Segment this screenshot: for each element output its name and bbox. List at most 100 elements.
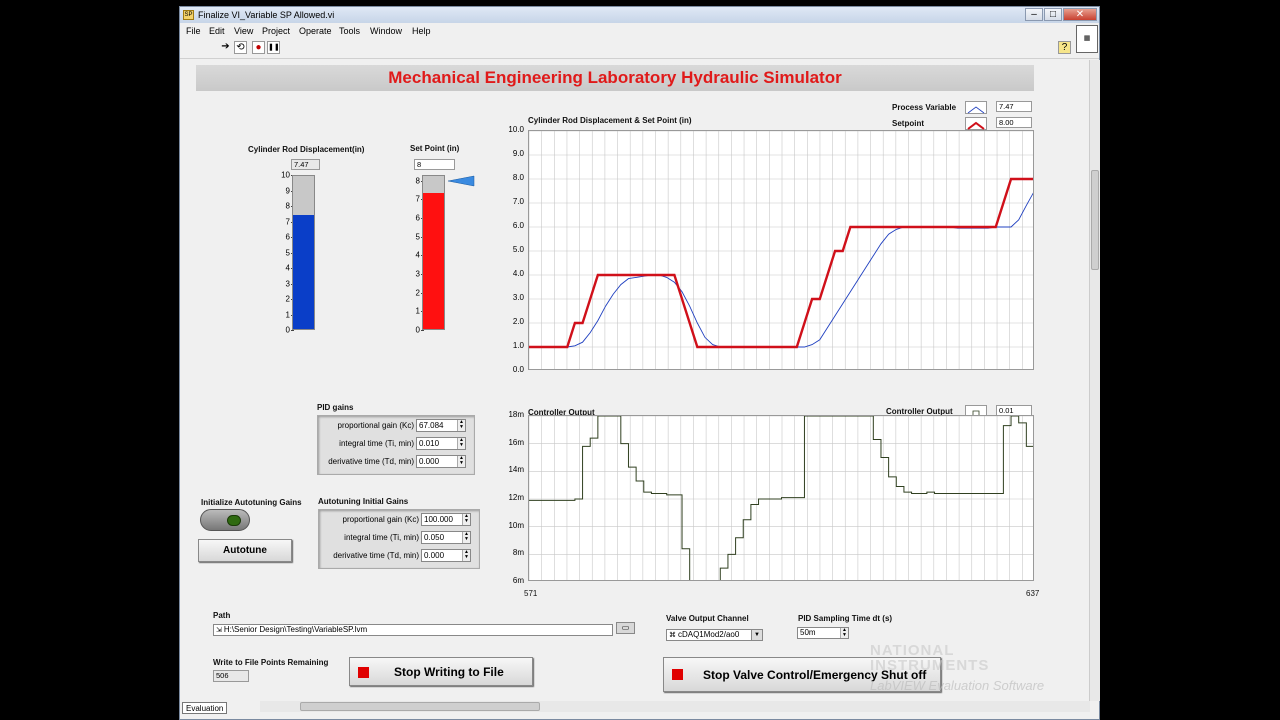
setpoint-slider-fill (423, 192, 444, 329)
chevron-down-icon[interactable]: ▼ (751, 630, 762, 640)
y-tick-label: 10m (508, 520, 524, 530)
minimize-button[interactable]: – (1025, 8, 1043, 21)
at-ti-input[interactable]: 0.050 ▲ ▼ (421, 531, 471, 544)
scale-tick-label: 5 (415, 232, 420, 242)
y-tick-label: 3.0 (512, 293, 524, 302)
toggle-led-icon (227, 515, 241, 526)
setpoint-label: Set Point (in) (410, 144, 460, 153)
y-tick-label: 2.0 (512, 317, 524, 326)
stop-square-icon (672, 669, 683, 680)
pid-ti-row: integral time (Ti, min) 0.010 ▲ ▼ (318, 437, 474, 451)
scale-tick-label: 9 (285, 186, 290, 195)
stepper-icon[interactable]: ▲ ▼ (457, 420, 465, 431)
close-button[interactable]: ✕ (1063, 8, 1097, 21)
chart1-legend-pv-label: Process Variable (892, 103, 957, 112)
run-arrow-icon[interactable]: ➔ (221, 41, 230, 52)
valve-channel-select[interactable]: ⌘ cDAQ1Mod2/ao0 ▼ (666, 629, 763, 641)
scale-tick (421, 330, 424, 331)
chart2-y-axis: 18m 16m 14m 12m 10m 8m 6m (496, 410, 526, 585)
autotune-button[interactable]: Autotune (198, 539, 292, 562)
scale-tick-label: 0 (415, 325, 420, 335)
menu-project[interactable]: Project (262, 26, 291, 36)
menu-tools[interactable]: Tools (339, 26, 361, 36)
setpoint-input[interactable]: 8 (414, 159, 455, 170)
menu-view[interactable]: View (234, 26, 254, 36)
displacement-tank (292, 175, 315, 330)
window-title: Finalize VI_Variable SP Allowed.vi (198, 10, 335, 20)
pid-kc-input[interactable]: 67.084 ▲ ▼ (416, 419, 466, 432)
stepper-icon[interactable]: ▲ ▼ (462, 550, 470, 561)
horizontal-scrollbar[interactable] (260, 701, 1090, 712)
displacement-chart (528, 130, 1034, 370)
context-help-icon[interactable]: ? (1058, 41, 1071, 54)
points-label: Write to File Points Remaining (213, 658, 329, 667)
stepper-icon[interactable]: ▲ ▼ (457, 438, 465, 449)
displacement-value: 7.47 (291, 159, 320, 170)
maximize-button[interactable]: □ (1044, 8, 1062, 21)
setpoint-slider-pointer-icon[interactable] (446, 175, 476, 187)
stepper-icon[interactable]: ▲ ▼ (462, 514, 470, 525)
ni-watermark-logo: NATIONAL INSTRUMENTS (870, 643, 989, 673)
series-line-controller-output (529, 416, 1033, 580)
y-tick-label: 8m (512, 548, 524, 558)
y-tick-label: 5.0 (512, 245, 524, 254)
at-kc-value: 100.000 (424, 515, 453, 524)
run-continuously-icon[interactable]: ⟲ (234, 41, 247, 54)
pid-gains-cluster: proportional gain (Kc) 67.084 ▲ ▼ integral… (317, 415, 475, 475)
displacement-scale: 10 9 8 7 6 5 4 3 2 1 0 (276, 171, 294, 335)
vertical-scrollbar[interactable] (1089, 60, 1100, 701)
pid-td-input[interactable]: 0.000 ▲ ▼ (416, 455, 466, 468)
menu-bar: File Edit View Project Operate Tools Win… (180, 23, 1099, 39)
setpoint-slider[interactable] (422, 175, 445, 330)
menu-edit[interactable]: Edit (209, 26, 225, 36)
pid-ti-label: integral time (Ti, min) (339, 439, 414, 448)
scale-tick-label: 5 (285, 248, 290, 257)
evaluation-badge: Evaluation (182, 702, 228, 714)
front-panel: Mechanical Engineering Laboratory Hydrau… (180, 60, 1089, 701)
daq-channel-icon: ⌘ (669, 632, 678, 639)
scale-tick-label: 0 (285, 325, 290, 335)
menu-window[interactable]: Window (370, 26, 403, 36)
title-bar: SP Finalize VI_Variable SP Allowed.vi – … (180, 7, 1099, 23)
scale-tick-label: 6 (285, 232, 290, 242)
horizontal-scroll-thumb[interactable] (300, 702, 540, 711)
stepper-icon[interactable]: ▲ ▼ (462, 532, 470, 543)
at-td-value: 0.000 (424, 551, 445, 560)
status-bar: Evaluation (180, 701, 260, 715)
chart2-x-min: 571 (524, 589, 538, 598)
pid-kc-value: 67.084 (419, 421, 444, 430)
chart1-legend-sp-swatch (965, 117, 987, 130)
pause-icon[interactable]: ❚❚ (267, 41, 280, 54)
stop-valve-label: Stop Valve Control/Emergency Shut off (703, 668, 927, 682)
series-line-setpoint (529, 177, 1033, 349)
scale-tick-label: 7 (415, 194, 420, 204)
menu-file[interactable]: File (186, 26, 201, 36)
at-td-label: derivative time (Td, min) (333, 551, 419, 560)
at-ti-value: 0.050 (424, 533, 445, 542)
vertical-scroll-thumb[interactable] (1091, 170, 1099, 270)
sampling-input[interactable]: 50m ▲ ▼ (797, 627, 849, 639)
watermark-line2: INSTRUMENTS (870, 657, 990, 674)
at-td-input[interactable]: 0.000 ▲ ▼ (421, 549, 471, 562)
menu-help[interactable]: Help (412, 26, 431, 36)
stepper-icon[interactable]: ▲ ▼ (457, 456, 465, 467)
page-title: Mechanical Engineering Laboratory Hydrau… (196, 65, 1034, 91)
stop-valve-button[interactable]: Stop Valve Control/Emergency Shut off (663, 657, 941, 692)
y-tick-label: 1.0 (512, 341, 524, 350)
stepper-icon[interactable]: ▲ ▼ (840, 628, 848, 638)
browse-folder-icon[interactable]: ▭ (616, 622, 635, 634)
scale-tick-label: 3 (285, 279, 290, 288)
init-autotune-toggle[interactable] (200, 509, 250, 531)
at-kc-input[interactable]: 100.000 ▲ ▼ (421, 513, 471, 526)
path-input[interactable]: ⇲ H:\Senior Design\Testing\VariableSP.lv… (213, 624, 613, 636)
stop-writing-button[interactable]: Stop Writing to File (349, 657, 533, 686)
pid-ti-input[interactable]: 0.010 ▲ ▼ (416, 437, 466, 450)
chart1-legend-sp-label: Setpoint (892, 119, 924, 128)
menu-operate[interactable]: Operate (299, 26, 332, 36)
init-autotune-label: Initialize Autotuning Gains (201, 498, 302, 507)
y-tick-label: 4.0 (512, 269, 524, 278)
abort-icon[interactable]: ● (252, 41, 265, 54)
chart1-legend-pv-value: 7.47 (996, 101, 1032, 112)
pid-ti-value: 0.010 (419, 439, 440, 448)
scale-tick-label: 4 (285, 263, 290, 273)
